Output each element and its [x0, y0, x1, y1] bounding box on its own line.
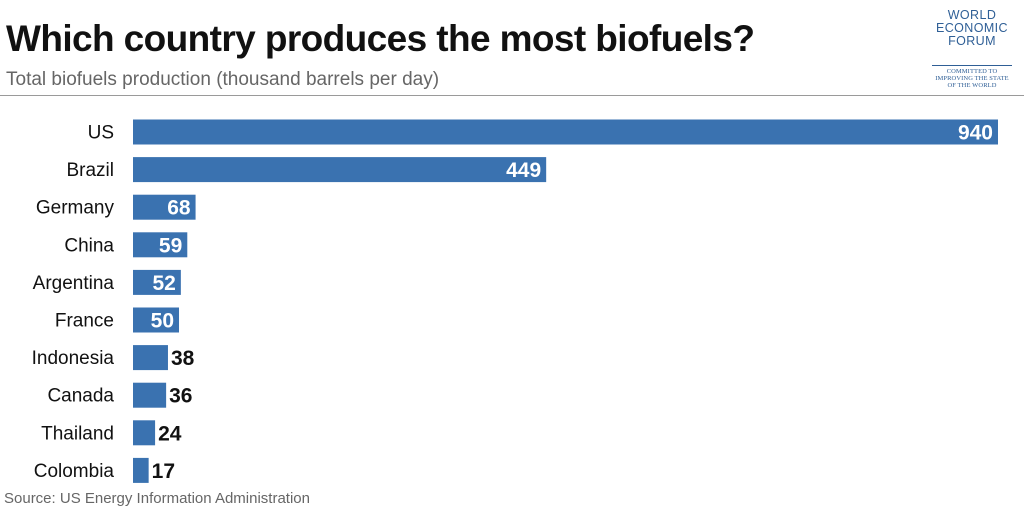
value-label: 68: [167, 197, 191, 220]
category-label: Brazil: [66, 160, 114, 181]
bar-china: [133, 232, 188, 258]
bar-canada: [133, 382, 167, 408]
value-label: 940: [958, 122, 993, 145]
page-title: Which country produces the most biofuels…: [6, 18, 755, 59]
logo-word-2: ECONOMIC: [936, 21, 1008, 35]
value-label: 50: [151, 310, 174, 333]
logo-tagline-1: COMMITTED TO: [946, 68, 998, 75]
bar-thailand: [133, 420, 156, 446]
category-label: Colombia: [34, 461, 115, 482]
category-label: Germany: [36, 198, 115, 219]
category-label: Argentina: [33, 273, 115, 294]
category-label: France: [55, 311, 114, 332]
logo-divider: [932, 65, 1012, 66]
value-label: 17: [152, 460, 175, 483]
value-label: 59: [159, 234, 182, 257]
category-label: China: [64, 235, 114, 256]
value-label: 24: [158, 422, 182, 445]
logo-tagline-3: OF THE WORLD: [947, 82, 997, 89]
category-label: Thailand: [41, 423, 114, 444]
category-label: Canada: [47, 386, 114, 407]
world-economic-forum-logo: WORLD ECONOMIC FORUM COMMITTED TO IMPROV…: [928, 4, 1016, 92]
category-label: US: [88, 123, 114, 144]
value-label: 36: [169, 385, 192, 408]
value-label: 52: [152, 272, 175, 295]
bar-germany: [133, 194, 196, 220]
source-note: Source: US Energy Information Administra…: [4, 490, 310, 507]
bar-colombia: [133, 457, 149, 483]
logo-tagline-2: IMPROVING THE STATE: [935, 75, 1009, 82]
bar-france: [133, 307, 180, 333]
bar-us: [133, 119, 998, 145]
bar-argentina: [133, 269, 181, 295]
chart-subtitle: Total biofuels production (thousand barr…: [6, 69, 440, 90]
logo-word-3: FORUM: [948, 34, 996, 48]
bar-brazil: [133, 157, 547, 183]
logo-word-1: WORLD: [947, 8, 997, 22]
value-label: 38: [171, 347, 195, 370]
bar-indonesia: [133, 345, 168, 371]
category-label: Indonesia: [32, 348, 115, 369]
header-divider: [0, 95, 1024, 96]
value-label: 449: [506, 159, 541, 182]
